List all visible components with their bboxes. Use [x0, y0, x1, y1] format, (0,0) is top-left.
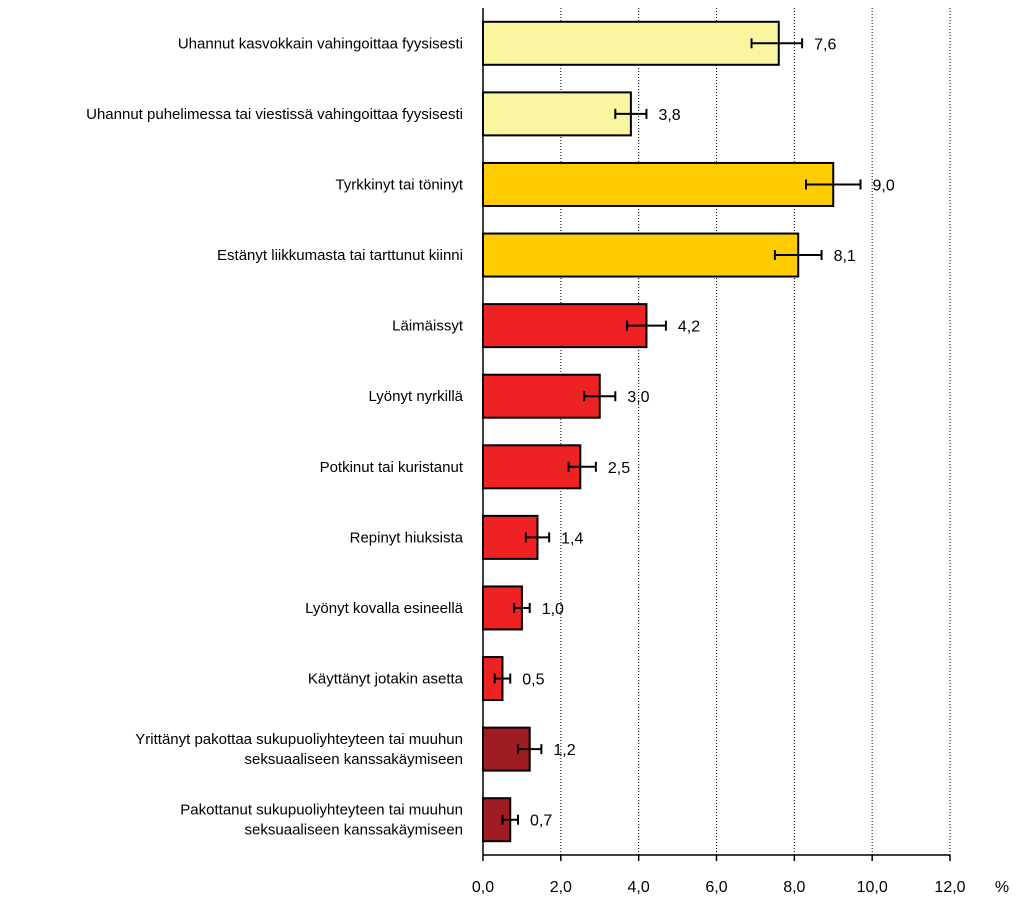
error-bars [493, 38, 862, 825]
value-label: 3,0 [627, 389, 649, 406]
x-tick-label: 6,0 [705, 879, 727, 896]
value-label: 0,5 [522, 672, 544, 689]
value-label: 2,5 [608, 460, 630, 477]
bar [482, 444, 582, 490]
category-label: Uhannut puhelimessa tai viestissä vahing… [86, 106, 463, 123]
value-label: 4,2 [678, 319, 700, 336]
x-tick-label: 12,0 [934, 879, 965, 896]
bar [482, 91, 632, 137]
value-label: 1,4 [561, 530, 583, 547]
value-label: 7,6 [814, 36, 836, 53]
category-label: Repinyt hiuksista [350, 529, 464, 546]
x-axis: 0,0 2,0 4,0 6,0 8,0 10,0 12,0 [472, 8, 966, 896]
gridlines [560, 8, 951, 855]
value-label: 1,2 [553, 742, 575, 759]
category-label: Yrittänyt pakottaa sukupuoliyhteyteen ta… [135, 731, 463, 768]
category-label: Tyrkkinyt tai töninyt [335, 176, 463, 193]
category-label-line: Estänyt liikkumasta tai tarttunut kiinni [217, 247, 463, 264]
x-tick-label: 4,0 [628, 879, 650, 896]
x-tick-label: 10,0 [857, 879, 888, 896]
category-label: Estänyt liikkumasta tai tarttunut kiinni [217, 247, 463, 264]
category-label-line: Pakottanut sukupuoliyhteyteen tai muuhun [180, 802, 463, 819]
category-label-line: Uhannut puhelimessa tai viestissä vahing… [86, 106, 463, 123]
x-tick-label: 2,0 [550, 879, 572, 896]
category-label-line: Uhannut kasvokkain vahingoittaa fyysises… [178, 35, 463, 52]
category-label: Lyönyt nyrkillä [369, 388, 464, 405]
value-label: 1,0 [542, 601, 564, 618]
category-label: Lyönyt kovalla esineellä [305, 600, 464, 617]
value-labels: 7,6 3,8 9,0 8,1 4,2 3,0 2,5 1,4 1,0 0,5 1,2 0,7 [522, 36, 895, 829]
value-label: 0,7 [530, 813, 552, 830]
bar [482, 232, 800, 278]
bars [482, 20, 835, 843]
category-label-line: Yrittänyt pakottaa sukupuoliyhteyteen ta… [135, 731, 463, 748]
category-label: Pakottanut sukupuoliyhteyteen tai muuhun… [180, 802, 463, 839]
category-label: Potkinut tai kuristanut [320, 459, 464, 476]
category-label-line: seksuaaliseen kanssakäymiseen [245, 822, 463, 839]
category-label-line: Tyrkkinyt tai töninyt [335, 176, 463, 193]
bar [482, 20, 780, 66]
category-label-line: Repinyt hiuksista [350, 529, 464, 546]
category-label: Uhannut kasvokkain vahingoittaa fyysises… [178, 35, 463, 52]
category-label: Käyttänyt jotakin asetta [308, 671, 464, 688]
x-axis-unit-label: % [995, 879, 1009, 896]
category-label-line: Potkinut tai kuristanut [320, 459, 464, 476]
category-label-line: Lyönyt kovalla esineellä [305, 600, 464, 617]
bar [482, 373, 601, 419]
x-tick-label: 0,0 [472, 879, 494, 896]
value-label: 8,1 [834, 248, 856, 265]
x-tick-label: 8,0 [783, 879, 805, 896]
category-label-line: seksuaaliseen kanssakäymiseen [245, 751, 463, 768]
bar [482, 303, 648, 349]
bar [482, 161, 835, 207]
category-label-line: Lyönyt nyrkillä [369, 388, 464, 405]
category-label: Läimäissyt [392, 318, 464, 335]
value-label: 9,0 [872, 177, 894, 194]
category-labels: Uhannut kasvokkain vahingoittaa fyysises… [86, 35, 464, 838]
value-label: 3,8 [658, 107, 680, 124]
category-label-line: Käyttänyt jotakin asetta [308, 671, 464, 688]
category-label-line: Läimäissyt [392, 318, 464, 335]
